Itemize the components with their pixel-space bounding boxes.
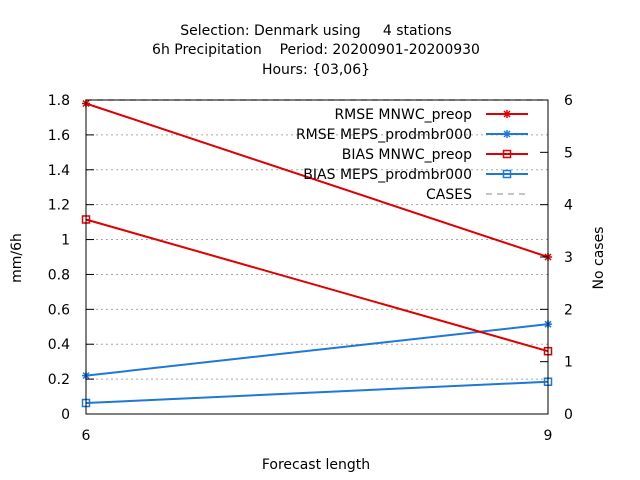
legend-item: BIAS MEPS_prodmbr000 <box>303 167 528 183</box>
y-tick-label: 1.4 <box>48 163 70 179</box>
y-tick-label: 0.2 <box>48 372 70 388</box>
legend-item: RMSE MEPS_prodmbr000 <box>296 127 528 143</box>
series-1 <box>82 320 552 380</box>
y-tick-label: 0.8 <box>48 267 70 283</box>
y2-tick-label: 0 <box>564 407 573 423</box>
x-tick-label: 6 <box>82 428 91 444</box>
y2-tick-label: 1 <box>564 355 573 371</box>
y2-tick-label: 6 <box>564 93 573 109</box>
data-point-stroke <box>503 110 511 118</box>
y-tick-label: 1.6 <box>48 128 70 144</box>
legend-item: BIAS MNWC_preop <box>342 147 528 163</box>
legend: RMSE MNWC_preop RMSE MEPS_prodmbr000 BIAS … <box>296 107 528 203</box>
y-tick-label: 0.4 <box>48 337 70 353</box>
data-point-stroke <box>503 130 511 138</box>
series-line <box>85 102 549 258</box>
y2-axis-label: No cases <box>591 227 607 290</box>
data-point <box>502 149 512 159</box>
data-point <box>503 110 511 118</box>
data-series <box>81 99 553 408</box>
data-point <box>502 169 512 179</box>
series-3 <box>81 377 553 408</box>
y2-tick-label: 5 <box>564 145 573 161</box>
y-tick-label: 0 <box>61 407 70 423</box>
data-point <box>503 130 511 138</box>
x-axis-label: Forecast length <box>262 457 370 473</box>
series-2 <box>81 215 553 356</box>
series-line <box>85 323 549 377</box>
y-tick-label: 1.2 <box>48 198 70 214</box>
y-tick-label: 1 <box>61 233 70 249</box>
y-tick-label: 0.6 <box>48 302 70 318</box>
chart-title: Selection: Denmark using 4 stations 6h P… <box>152 23 480 78</box>
grid-lines <box>86 134 548 380</box>
chart-title-line-2: 6h Precipitation Period: 20200901-202009… <box>152 42 480 58</box>
y2-tick-label: 4 <box>564 198 573 214</box>
series-line <box>85 380 549 405</box>
legend-item: CASES <box>426 187 528 203</box>
legend-label: RMSE MNWC_preop <box>334 107 472 123</box>
legend-label: CASES <box>426 187 472 203</box>
x-tick-label: 9 <box>544 428 553 444</box>
chart-title-line-3: Hours: {03,06} <box>262 62 370 78</box>
y-axis-label: mm/6h <box>9 233 25 283</box>
legend-label: BIAS MNWC_preop <box>342 147 472 163</box>
axis-ticks: 0 0.2 0.4 0.6 0.8 1 1.2 1.4 1.6 1.8 0 1 2 3 4 5 6 6 9 <box>48 93 573 444</box>
y2-tick-label: 2 <box>564 302 573 318</box>
legend-label: RMSE MEPS_prodmbr000 <box>296 127 472 143</box>
chart-title-line-1: Selection: Denmark using 4 stations <box>180 23 451 39</box>
series-line <box>85 218 549 353</box>
legend-item: RMSE MNWC_preop <box>334 107 528 123</box>
legend-label: BIAS MEPS_prodmbr000 <box>303 167 472 183</box>
y2-tick-label: 3 <box>564 250 573 266</box>
y-tick-label: 1.8 <box>48 93 70 109</box>
